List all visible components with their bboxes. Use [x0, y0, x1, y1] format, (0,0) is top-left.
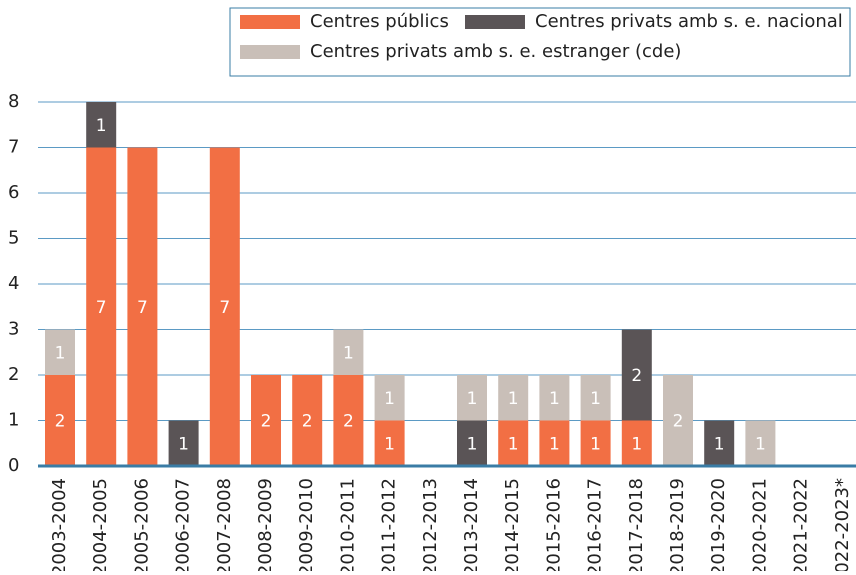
- data-label: 2: [631, 366, 642, 386]
- x-tick-label: 2007-2008: [214, 478, 235, 571]
- x-tick-label: 2018-2019: [667, 478, 688, 571]
- data-label: 2: [343, 412, 354, 432]
- data-label: 2: [673, 412, 684, 432]
- legend-label: Centres privats amb s. e. nacional: [535, 11, 843, 32]
- bar-segment: [498, 375, 529, 421]
- legend-box: [229, 7, 851, 77]
- legend-swatch: [465, 15, 525, 29]
- data-label: 1: [714, 434, 725, 454]
- y-tick-label: 4: [8, 273, 19, 294]
- legend-label: Centres públics: [310, 11, 449, 32]
- x-tick-label: 2020-2021: [749, 478, 770, 571]
- y-tick-label: 8: [8, 91, 19, 112]
- bar-segment: [457, 420, 487, 466]
- data-label: 1: [590, 434, 601, 454]
- x-tick-label: 2008-2009: [255, 478, 276, 571]
- bar-segment: [333, 329, 364, 375]
- legend-swatch: [240, 15, 300, 29]
- data-label: 1: [631, 434, 642, 454]
- data-label: 1: [549, 389, 560, 409]
- bar-segment: [127, 147, 158, 466]
- data-label: 1: [343, 343, 354, 363]
- data-label: 1: [384, 389, 395, 409]
- data-label: 2: [55, 412, 66, 432]
- y-tick-label: 5: [8, 228, 19, 249]
- bar-segment: [292, 375, 323, 466]
- x-tick-label: 2017-2018: [626, 478, 647, 571]
- bar-segment: [704, 420, 735, 466]
- data-label: 7: [96, 298, 107, 318]
- data-label: 2: [261, 412, 272, 432]
- bar-segment: [251, 375, 281, 466]
- data-label: 1: [96, 116, 107, 136]
- data-label: 1: [549, 434, 560, 454]
- y-tick-label: 2: [8, 364, 19, 385]
- data-label: 7: [219, 298, 230, 318]
- x-tick-label: 2005-2006: [131, 478, 152, 571]
- x-tick-label: 2015-2016: [543, 478, 564, 571]
- bar-segment: [457, 375, 487, 421]
- x-tick-label: 2016-2017: [585, 478, 606, 571]
- x-tick-label: 2019-2020: [708, 478, 729, 571]
- bar-segment: [539, 375, 570, 421]
- bar-segment: [498, 420, 529, 466]
- data-label: 1: [590, 389, 601, 409]
- data-label: 1: [508, 434, 519, 454]
- legend-swatch: [240, 45, 300, 59]
- data-label: 1: [467, 389, 478, 409]
- x-tick-label: 2021-2022: [791, 478, 812, 571]
- data-label: 1: [467, 434, 478, 454]
- bar-segment: [621, 329, 652, 421]
- x-tick-label: 2009-2010: [296, 478, 317, 571]
- data-label: 1: [55, 343, 66, 363]
- bar-segment: [745, 420, 776, 466]
- bar-segment: [374, 420, 405, 466]
- y-tick-label: 6: [8, 182, 19, 203]
- bar-segment: [45, 375, 75, 466]
- x-tick-label: 2004-2005: [90, 478, 111, 571]
- data-label: 2: [302, 412, 313, 432]
- x-tick-label: 2013-2014: [461, 478, 482, 571]
- bar-segment: [86, 147, 117, 466]
- x-tick-label: 2014-2015: [502, 478, 523, 571]
- bar-segment: [168, 420, 199, 466]
- x-tick-label: 2012-2013: [420, 478, 441, 571]
- x-tick-label: 2022-2023*: [832, 478, 853, 571]
- x-tick-label: 2011-2012: [379, 478, 400, 571]
- bar-segment: [539, 420, 570, 466]
- bar-segment: [663, 375, 693, 466]
- data-label: 7: [137, 298, 148, 318]
- data-label: 1: [508, 389, 519, 409]
- y-tick-label: 3: [8, 319, 19, 340]
- bar-segment: [580, 375, 611, 421]
- y-tick-label: 7: [8, 137, 19, 158]
- bar-segment: [580, 420, 611, 466]
- bar-segment: [209, 147, 240, 466]
- x-tick-label: 2006-2007: [173, 478, 194, 571]
- bar-segment: [86, 102, 117, 148]
- data-label: 1: [755, 434, 766, 454]
- x-tick-label: 2010-2011: [337, 478, 358, 571]
- y-tick-label: 0: [8, 455, 19, 476]
- data-label: 1: [178, 434, 189, 454]
- bar-segment: [621, 420, 652, 466]
- data-label: 1: [384, 434, 395, 454]
- bar-segment: [333, 375, 364, 466]
- bar-segment: [45, 329, 75, 375]
- y-tick-label: 1: [8, 410, 19, 431]
- legend-label: Centres privats amb s. e. estranger (cde…: [310, 41, 681, 62]
- bar-segment: [374, 375, 405, 421]
- x-tick-label: 2003-2004: [49, 478, 70, 571]
